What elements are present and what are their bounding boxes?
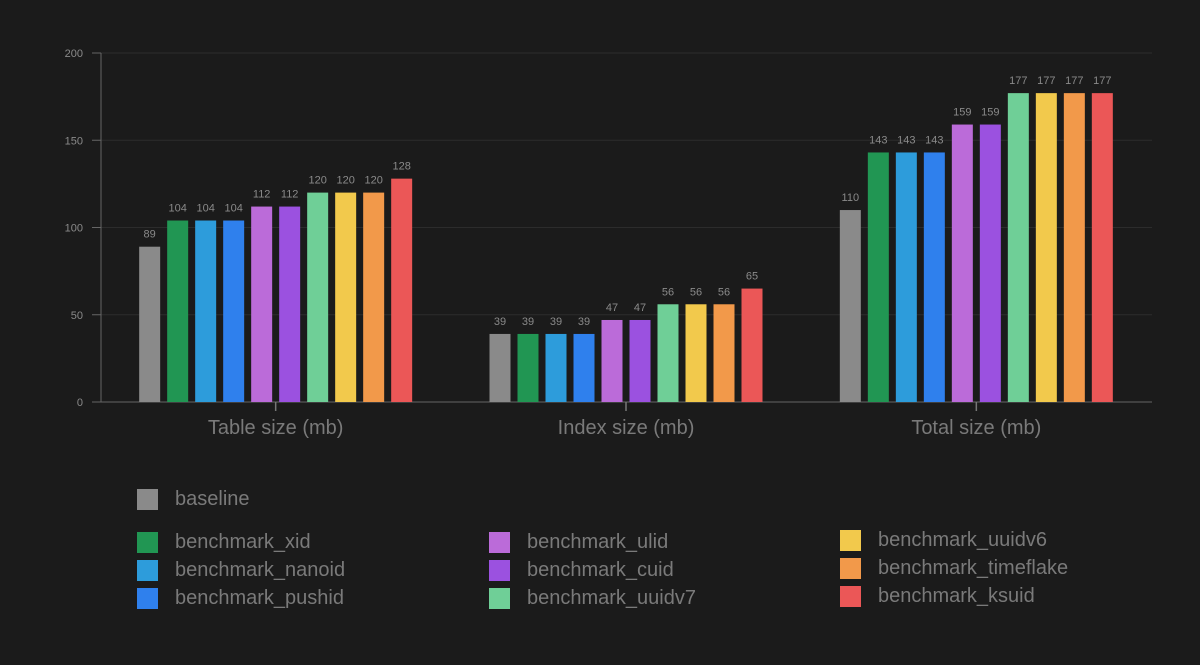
data-label: 143 (897, 134, 915, 146)
legend-label: benchmark_timeflake (878, 556, 1069, 579)
x-tick-label: Index size (mb) (558, 417, 695, 439)
bar-benchmark_pushid (223, 220, 245, 402)
legend-item-benchmark_uuidv7[interactable]: benchmark_uuidv7 (489, 587, 696, 609)
data-label: 47 (634, 302, 646, 314)
bar-benchmark_ulid (251, 206, 273, 402)
legend-swatch (137, 559, 158, 581)
data-label: 89 (144, 229, 156, 241)
bar-benchmark_pushid (573, 333, 595, 402)
legend-label: benchmark_nanoid (175, 558, 346, 581)
bar-benchmark_timeflake (1063, 93, 1085, 402)
bar-baseline (839, 210, 861, 402)
data-label: 143 (925, 134, 943, 146)
data-label: 177 (1065, 75, 1083, 87)
y-tick-label: 200 (65, 48, 83, 60)
bar-benchmark_ulid (601, 319, 623, 402)
data-label: 177 (1037, 75, 1055, 87)
data-label: 110 (842, 192, 860, 204)
y-tick-label: 150 (65, 135, 83, 147)
bar-benchmark_xid (167, 220, 189, 402)
bar-benchmark_uuidv7 (1007, 93, 1029, 402)
x-tick-label: Table size (mb) (208, 417, 344, 439)
data-label: 104 (224, 203, 242, 215)
bar-benchmark_ulid (951, 124, 973, 403)
bar-benchmark_cuid (629, 319, 651, 402)
legend-item-benchmark_uuidv6[interactable]: benchmark_uuidv6 (840, 529, 1047, 551)
bar-benchmark_ksuid (391, 178, 413, 402)
bar-benchmark_timeflake (363, 192, 385, 402)
legend-item-benchmark_cuid[interactable]: benchmark_cuid (489, 559, 674, 581)
y-tick-label: 0 (77, 397, 83, 409)
legend-item-benchmark_timeflake[interactable]: benchmark_timeflake (840, 557, 1068, 579)
bar-benchmark_nanoid (195, 220, 217, 402)
bar-benchmark_nanoid (895, 152, 917, 402)
bar-benchmark_uuidv6 (335, 192, 357, 402)
legend-item-benchmark_ksuid[interactable]: benchmark_ksuid (840, 585, 1035, 607)
data-label: 39 (578, 316, 590, 328)
data-label: 56 (662, 286, 674, 298)
data-label: 56 (690, 286, 702, 298)
bar-baseline (489, 333, 511, 402)
legend-item-benchmark_ulid[interactable]: benchmark_ulid (489, 531, 668, 553)
legend-label: benchmark_ulid (527, 530, 669, 553)
data-label: 159 (953, 107, 971, 119)
legend-label: benchmark_uuidv6 (878, 528, 1047, 551)
bar-benchmark_uuidv7 (657, 304, 679, 402)
bar-baseline (139, 246, 161, 402)
legend-label: benchmark_cuid (527, 558, 674, 581)
data-label: 112 (253, 189, 271, 201)
bar-chart: 0 50 100 150 200 Table size (mb) 89 104 104 104 11… (65, 48, 1152, 439)
data-label: 39 (550, 316, 562, 328)
data-label: 65 (746, 271, 758, 283)
data-label: 143 (869, 134, 887, 146)
legend-item-benchmark_pushid[interactable]: benchmark_pushid (137, 587, 344, 609)
legend-swatch (489, 559, 510, 581)
bar-benchmark_cuid (979, 124, 1001, 403)
legend-swatch (489, 531, 510, 553)
legend-swatch (840, 557, 861, 579)
bar-benchmark_uuidv6 (1035, 93, 1057, 402)
data-label: 159 (981, 107, 999, 119)
data-label: 47 (606, 302, 618, 314)
legend-label: benchmark_pushid (175, 586, 344, 609)
bar-benchmark_pushid (923, 152, 945, 402)
bar-benchmark_uuidv7 (307, 192, 329, 402)
bar-benchmark_xid (517, 333, 539, 402)
x-tick-label: Total size (mb) (911, 417, 1041, 439)
data-label: 104 (196, 203, 214, 215)
legend-item-baseline[interactable]: baseline (137, 488, 250, 510)
data-label: 120 (364, 175, 382, 187)
data-label: 120 (308, 175, 326, 187)
y-tick-label: 50 (71, 310, 83, 322)
legend-item-benchmark_xid[interactable]: benchmark_xid (137, 531, 311, 553)
data-label: 39 (522, 316, 534, 328)
legend-swatch (137, 587, 158, 609)
data-label: 39 (494, 316, 506, 328)
y-tick-label: 100 (65, 223, 83, 235)
data-label: 56 (718, 286, 730, 298)
legend-label: baseline (175, 487, 250, 510)
data-label: 104 (168, 203, 186, 215)
bar-benchmark_xid (867, 152, 889, 402)
legend-swatch (137, 531, 158, 553)
bar-benchmark_nanoid (545, 333, 567, 402)
legend-swatch (840, 585, 861, 607)
legend-label: benchmark_uuidv7 (527, 586, 696, 609)
bar-benchmark_uuidv6 (685, 304, 707, 402)
legend-swatch (840, 529, 861, 551)
bar-benchmark_ksuid (741, 288, 763, 402)
legend-label: benchmark_ksuid (878, 584, 1035, 607)
data-label: 128 (392, 161, 410, 173)
data-label: 177 (1009, 75, 1027, 87)
legend-label: benchmark_xid (175, 530, 311, 553)
data-label: 177 (1093, 75, 1111, 87)
legend-item-benchmark_nanoid[interactable]: benchmark_nanoid (137, 559, 345, 581)
legend-swatch (137, 488, 158, 510)
bar-benchmark_timeflake (713, 304, 735, 402)
bar-benchmark_cuid (279, 206, 301, 402)
data-label: 112 (281, 189, 299, 201)
legend-swatch (489, 587, 510, 609)
bar-benchmark_ksuid (1091, 93, 1113, 402)
data-label: 120 (336, 175, 354, 187)
